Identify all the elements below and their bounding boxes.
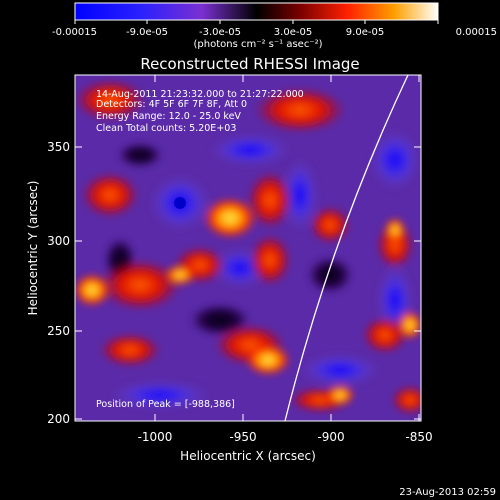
info-clean: Clean Total counts: 5.20E+03	[96, 123, 236, 134]
info-overlay: 14-Aug-2011 21:23:32.000 to 21:27:22.000…	[96, 89, 304, 410]
x-tick-label: -1000	[138, 430, 173, 444]
plot-frame	[74, 74, 422, 422]
y-tick-label: 200	[47, 412, 70, 426]
x-tick-label: -850	[405, 430, 432, 444]
y-tick-label: 250	[47, 324, 70, 338]
colorbar-tick-label: -0.00015	[52, 27, 97, 38]
plot-title: Reconstructed RHESSI Image	[140, 55, 359, 73]
colorbar-unit: (photons cm⁻² s⁻¹ asec⁻²)	[193, 39, 322, 50]
colorbar: -0.00015 -9.0e-05 -3.0e-05 3.0e-05 9.0e-05 0.…	[52, 2, 497, 50]
image-features	[75, 80, 421, 414]
solar-limb	[284, 75, 409, 421]
colorbar-ticks: -0.00015 -9.0e-05 -3.0e-05 3.0e-05 9.0e-05 0.…	[52, 20, 497, 38]
colorbar-gradient	[74, 2, 439, 21]
footer-date: 23-Aug-2013 02:59	[399, 487, 496, 498]
solar-image	[75, 75, 421, 421]
y-tick-label: 350	[47, 140, 70, 154]
info-time-range: 14-Aug-2011 21:23:32.000 to 21:27:22.000	[96, 89, 304, 100]
info-detectors: Detectors: 4F 5F 6F 7F 8F, Att 0	[96, 99, 247, 110]
min-spot	[174, 197, 186, 209]
info-peak: Position of Peak = [-988,386]	[96, 399, 235, 410]
x-tick-label: -950	[229, 430, 256, 444]
colorbar-tick-label: -3.0e-05	[199, 27, 241, 38]
colorbar-tick-label: -9.0e-05	[126, 27, 168, 38]
colorbar-tick-label: 9.0e-05	[346, 27, 384, 38]
colorbar-tick-label: 0.00015	[456, 27, 497, 38]
info-energy: Energy Range: 12.0 - 25.0 keV	[96, 111, 241, 122]
axis-ticks: -1000 -950 -900 -850 350 300 250 200	[47, 75, 433, 444]
x-axis-label: Heliocentric X (arcsec)	[180, 449, 316, 463]
colorbar-tick-label: 3.0e-05	[274, 27, 312, 38]
y-tick-label: 300	[47, 234, 70, 248]
x-tick-label: -900	[317, 430, 344, 444]
y-axis-label: Heliocentric Y (arcsec)	[26, 181, 40, 316]
